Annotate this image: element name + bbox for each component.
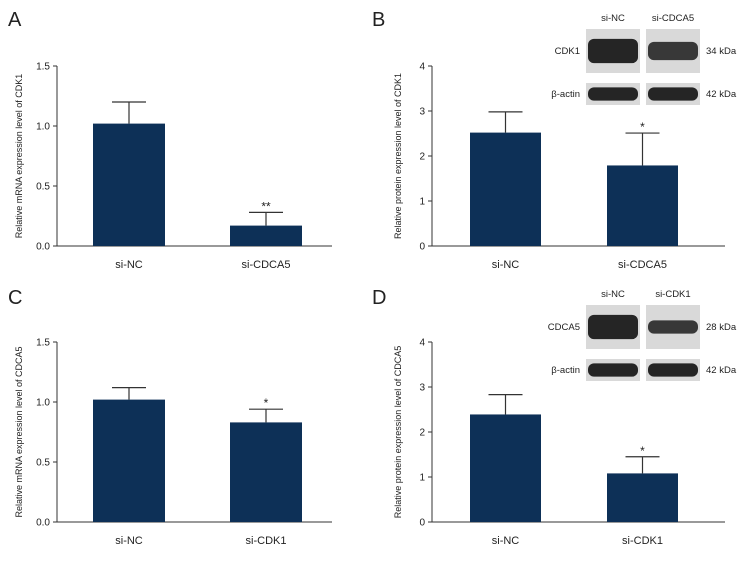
panel-B: B 0 1 2 3 4 Relative protein expression level … [372, 9, 725, 271]
bar [230, 225, 302, 246]
panel-letter: A [8, 9, 22, 31]
x-tick-label: si-NC [492, 259, 520, 271]
blot-band [588, 87, 638, 101]
bar [230, 422, 302, 522]
y-tick-label: 0.0 [36, 518, 50, 529]
bar [93, 123, 165, 246]
y-tick-label: 0 [419, 518, 425, 529]
x-tick-label: si-CDCA5 [242, 259, 291, 271]
y-tick-label: 3 [419, 107, 425, 118]
y-tick-label: 1.5 [36, 338, 50, 349]
blot-protein-label: β-actin [551, 365, 580, 376]
panel-letter: C [8, 287, 22, 309]
panel-A: A 0.0 0.5 1.0 1.5 Relative mRNA expression le… [8, 9, 332, 271]
blot-size-label: 28 kDa [706, 322, 737, 333]
blot-band [648, 87, 698, 101]
y-tick-label: 1 [419, 473, 425, 484]
y-axis-label: Relative mRNA expression level of CDCA5 [14, 346, 24, 517]
blot-band [588, 314, 638, 340]
blot-band [648, 320, 698, 334]
blot-lane-label: si-CDK1 [655, 289, 690, 300]
blot-size-label: 34 kDa [706, 46, 737, 57]
blot-size-label: 42 kDa [706, 365, 737, 376]
significance-marker: ** [261, 199, 271, 213]
y-tick-label: 0 [419, 242, 425, 253]
y-tick-label: 3 [419, 383, 425, 394]
bar [607, 473, 678, 522]
y-tick-label: 1 [419, 197, 425, 208]
y-tick-label: 2 [419, 428, 425, 439]
western-blot-B: si-NC si-CDCA5 CDK1 34 kDa β-actin 42 kDa [551, 13, 737, 105]
bar [470, 132, 541, 246]
y-tick-label: 0.0 [36, 242, 50, 253]
blot-protein-label: β-actin [551, 89, 580, 100]
blot-band [648, 363, 698, 377]
x-tick-label: si-NC [115, 259, 143, 271]
y-tick-label: 1.0 [36, 122, 50, 133]
blot-lane-label: si-NC [601, 289, 625, 300]
blot-protein-label: CDK1 [555, 46, 580, 57]
y-axis-label: Relative mRNA expression level of CDK1 [14, 74, 24, 239]
blot-size-label: 42 kDa [706, 89, 737, 100]
y-tick-label: 0.5 [36, 182, 50, 193]
x-tick-label: si-NC [115, 535, 143, 547]
y-axis-label: Relative protein expression level of CDC… [393, 346, 403, 519]
y-tick-label: 1.5 [36, 62, 50, 73]
significance-marker: * [640, 120, 645, 134]
bar [607, 165, 678, 246]
y-axis-label: Relative protein expression level of CDK… [393, 73, 403, 239]
x-tick-label: si-CDK1 [622, 535, 663, 547]
blot-band [588, 38, 638, 64]
y-tick-label: 0.5 [36, 458, 50, 469]
panel-C: C 0.0 0.5 1.0 1.5 Relative mRNA expression le… [8, 287, 332, 547]
panel-D: D 0 1 2 3 4 Relative protein expression level … [372, 287, 725, 547]
bar [470, 414, 541, 522]
y-tick-label: 1.0 [36, 398, 50, 409]
panel-letter: D [372, 287, 386, 309]
blot-lane-label: si-NC [601, 13, 625, 24]
blot-lane-label: si-CDCA5 [652, 13, 694, 24]
significance-marker: * [264, 396, 269, 410]
bar [93, 399, 165, 522]
blot-band [648, 41, 698, 61]
y-tick-label: 4 [419, 338, 425, 349]
x-tick-label: si-CDCA5 [618, 259, 667, 271]
y-tick-label: 2 [419, 152, 425, 163]
y-tick-label: 4 [419, 62, 425, 73]
western-blot-D: si-NC si-CDK1 CDCA5 28 kDa β-actin 42 kDa [548, 289, 737, 381]
blot-band [588, 363, 638, 377]
panel-letter: B [372, 9, 385, 31]
blot-protein-label: CDCA5 [548, 322, 580, 333]
significance-marker: * [640, 444, 645, 458]
x-tick-label: si-NC [492, 535, 520, 547]
x-tick-label: si-CDK1 [246, 535, 287, 547]
